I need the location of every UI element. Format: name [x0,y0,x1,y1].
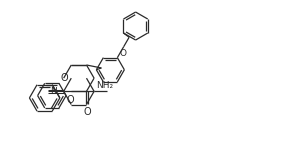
Text: O: O [84,107,91,117]
Text: O: O [120,49,127,58]
Text: N: N [50,87,57,96]
Text: O: O [61,73,68,83]
Text: NH₂: NH₂ [96,81,114,90]
Text: O: O [66,95,74,105]
